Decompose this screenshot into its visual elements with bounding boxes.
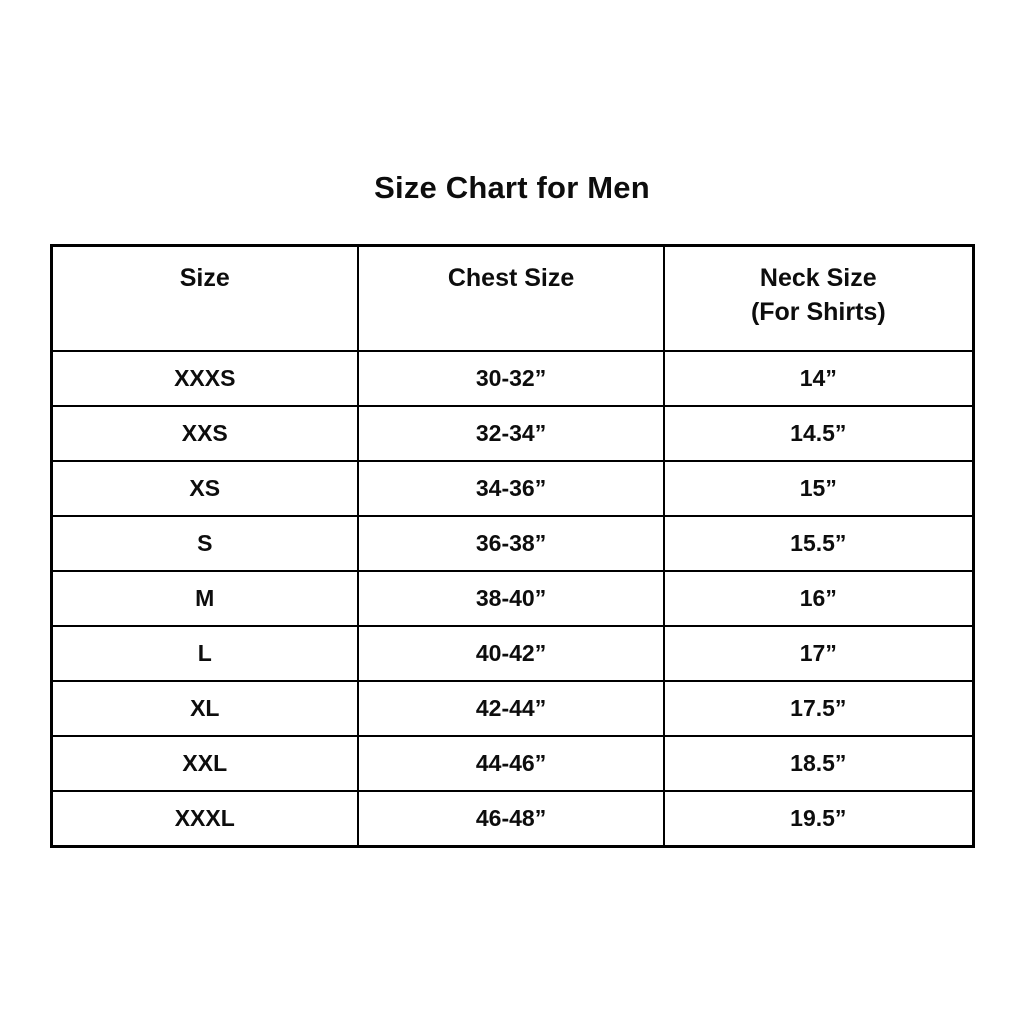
table-row: S 36-38” 15.5” <box>49 515 974 572</box>
column-header-size: Size <box>49 244 360 352</box>
cell-neck-size: 17.5” <box>663 680 974 737</box>
cell-size: XXS <box>49 405 360 462</box>
cell-neck-size: 18.5” <box>663 735 974 792</box>
cell-chest-size: 30-32” <box>357 350 666 407</box>
cell-chest-size: 34-36” <box>357 460 666 517</box>
cell-neck-size: 14.5” <box>663 405 974 462</box>
cell-size: XXL <box>49 735 360 792</box>
cell-neck-size: 15” <box>663 460 974 517</box>
table-row: XXXL 46-48” 19.5” <box>49 790 974 848</box>
size-chart-table: Size Chest Size Neck Size (For Shirts) X… <box>49 244 975 848</box>
column-header-chest-size: Chest Size <box>357 244 666 352</box>
cell-chest-size: 46-48” <box>357 790 666 848</box>
cell-neck-size: 16” <box>663 570 974 627</box>
page-title: Size Chart for Men <box>374 170 650 205</box>
cell-neck-size: 17” <box>663 625 974 682</box>
table-row: XXXS 30-32” 14” <box>49 350 974 407</box>
table-row: M 38-40” 16” <box>49 570 974 627</box>
cell-chest-size: 38-40” <box>357 570 666 627</box>
cell-neck-size: 19.5” <box>663 790 974 848</box>
cell-chest-size: 44-46” <box>357 735 666 792</box>
column-header-neck-size: Neck Size (For Shirts) <box>663 244 974 352</box>
cell-size: XS <box>49 460 360 517</box>
cell-neck-size: 14” <box>663 350 974 407</box>
table-row: XXS 32-34” 14.5” <box>49 405 974 462</box>
column-header-neck-size-label: Neck Size <box>759 264 877 292</box>
table-row: XL 42-44” 17.5” <box>49 680 974 737</box>
table-row: XXL 44-46” 18.5” <box>49 735 974 792</box>
header-row: Size Chest Size Neck Size (For Shirts) <box>49 244 974 352</box>
table-body: XXXS 30-32” 14” XXS 32-34” 14.5” XS 34-3… <box>49 350 974 848</box>
cell-size: M <box>49 570 360 627</box>
cell-chest-size: 36-38” <box>357 515 666 572</box>
cell-chest-size: 40-42” <box>357 625 666 682</box>
table-row: L 40-42” 17” <box>49 625 974 682</box>
cell-size: XXXL <box>49 790 360 848</box>
cell-size: XL <box>49 680 360 737</box>
cell-chest-size: 32-34” <box>357 405 666 462</box>
table-header: Size Chest Size Neck Size (For Shirts) <box>49 244 974 352</box>
cell-size: S <box>49 515 360 572</box>
column-header-neck-size-sublabel: (For Shirts) <box>750 298 886 326</box>
cell-chest-size: 42-44” <box>357 680 666 737</box>
cell-size: L <box>49 625 360 682</box>
cell-size: XXXS <box>49 350 360 407</box>
cell-neck-size: 15.5” <box>663 515 974 572</box>
table-row: XS 34-36” 15” <box>49 460 974 517</box>
